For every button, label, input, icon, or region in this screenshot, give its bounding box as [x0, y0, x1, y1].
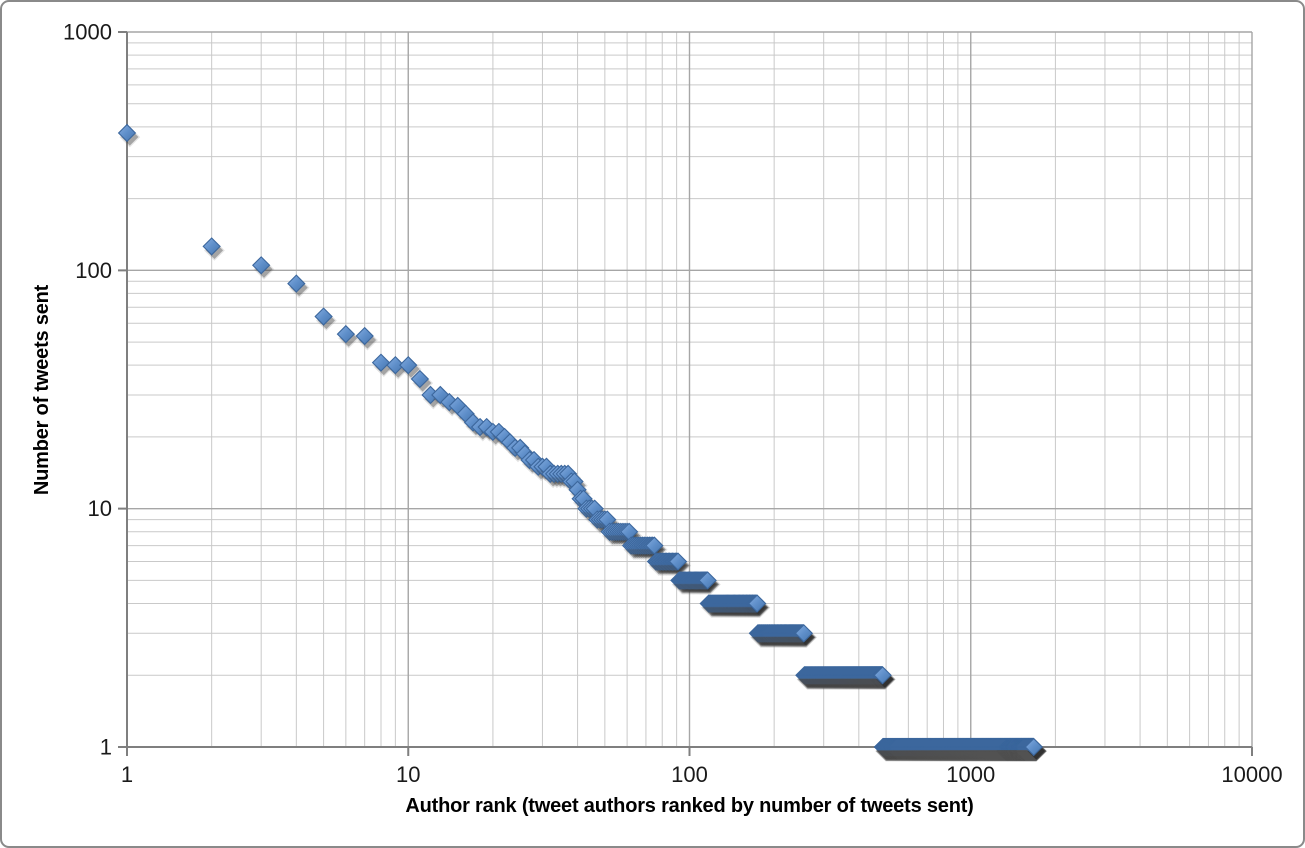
y-tick-label: 1000 — [63, 20, 112, 45]
data-points — [118, 124, 1048, 762]
y-axis-title: Number of tweets sent — [31, 284, 53, 495]
data-point — [202, 237, 226, 262]
data-point — [336, 325, 360, 350]
y-tick-labels: 1 10 100 1000 — [63, 20, 112, 760]
tick-marks — [118, 31, 1253, 756]
x-tick-label: 1000 — [946, 762, 995, 787]
x-tick-label: 1 — [121, 762, 133, 787]
x-tick-label: 100 — [671, 762, 708, 787]
data-point — [355, 327, 379, 351]
x-tick-label: 10000 — [1221, 762, 1282, 787]
major-gridlines — [126, 31, 1253, 748]
data-point — [118, 124, 141, 148]
data-point — [314, 307, 338, 332]
y-tick-label: 100 — [75, 258, 112, 283]
x-tick-labels: 1 10 100 1000 10000 — [121, 762, 1283, 787]
data-point — [252, 256, 275, 281]
y-tick-label: 10 — [88, 496, 112, 521]
data-point — [287, 274, 311, 299]
x-tick-label: 10 — [396, 762, 420, 787]
x-axis-title: Author rank (tweet authors ranked by num… — [405, 795, 973, 817]
y-tick-label: 1 — [100, 735, 112, 760]
